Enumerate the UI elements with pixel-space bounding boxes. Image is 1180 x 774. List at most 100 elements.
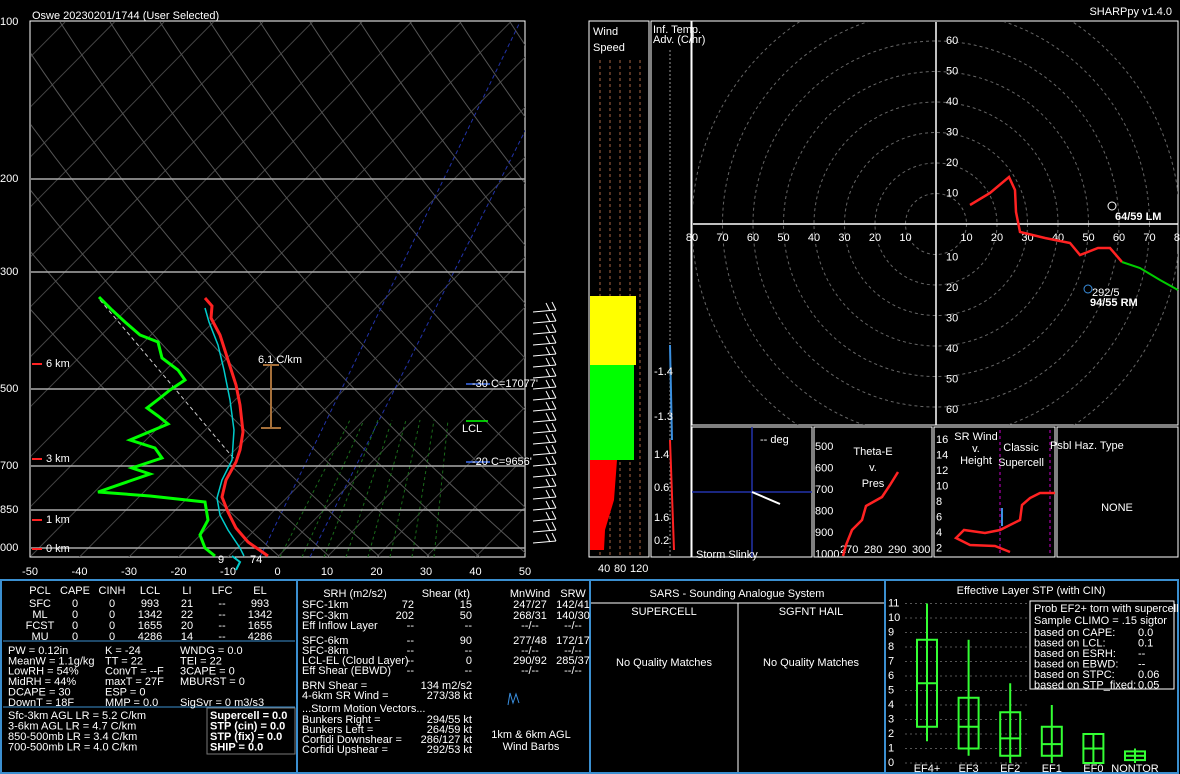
theta-e-frame: [813, 426, 933, 558]
sr-wind-title: Height: [960, 455, 992, 467]
adv-value: 0.2: [654, 535, 669, 547]
wind-barb: [551, 444, 557, 454]
lapse-rate: Sfc-3km AGL LR = 5.2 C/km: [8, 710, 146, 722]
stp-legend-label: based on ESRH:: [1034, 648, 1116, 660]
isotherm-blue: [259, 22, 521, 557]
temp-label: -40: [72, 566, 88, 578]
isotherm: [31, 22, 462, 457]
level-label: -20 C=9656': [472, 456, 532, 468]
wind-barb: [551, 422, 557, 432]
kin-cell: --: [407, 655, 415, 667]
kin-cell: LCL-EL (Cloud Layer): [302, 655, 409, 667]
index: SigSvr = 0 m3/s3: [180, 697, 264, 709]
parcel-cell: 1655: [248, 620, 272, 632]
sfc-dewpoint: 9: [218, 554, 224, 566]
parcel-cell: 20: [181, 620, 193, 632]
dry-adiabat: [31, 309, 281, 557]
sfc-temp: 74: [250, 554, 262, 566]
stp-box: [957, 696, 980, 750]
composite-index: STP (cin) = 0.0: [210, 720, 285, 732]
index: maxT = 27F: [105, 676, 164, 688]
wind-barb: [532, 364, 557, 368]
temp-label: 30: [420, 566, 432, 578]
kin-cell: 290/92: [513, 655, 547, 667]
wind-barb: [532, 496, 557, 500]
hodo-label: 20: [869, 232, 881, 244]
sr-height: 12: [936, 465, 948, 477]
temp-adv-title: Inf. Temp.: [653, 24, 701, 36]
wind-barb: [532, 540, 557, 544]
stp-tick: 6: [888, 670, 894, 682]
hodo-label: 30: [838, 232, 850, 244]
stp-legend-value: --: [1138, 658, 1146, 670]
theta-e-title: Theta-E: [853, 446, 892, 458]
stp-title: Effective Layer STP (with CIN): [957, 585, 1106, 597]
kin-cell: --/--: [564, 620, 582, 632]
temp-label: -50: [22, 566, 38, 578]
stp-tick: 9: [888, 626, 894, 638]
kin-cell: 268/31: [513, 610, 547, 622]
wind-barb: [532, 342, 557, 346]
wind-barb: [532, 375, 557, 379]
wind-barb: [551, 521, 557, 531]
hodo-label: 40: [808, 232, 820, 244]
wind-barb: [551, 400, 557, 410]
adv-value: -1.4: [654, 366, 673, 378]
index: TEI = 22: [180, 655, 222, 667]
index: K = -24: [105, 645, 141, 657]
kin-cell: 15: [460, 599, 472, 611]
isotherm: [31, 22, 363, 357]
right-mover: 94/55 RM: [1090, 297, 1138, 309]
composite-index: SHIP = 0.0: [210, 741, 263, 753]
parcel-cell: 0: [109, 620, 115, 632]
wind-barb: [545, 489, 551, 499]
isotherm: [31, 22, 511, 507]
hodo-label: 20: [946, 282, 958, 294]
stp-category: EF4+: [914, 763, 941, 774]
isotherm: [277, 306, 525, 557]
index: WNDG = 0.0: [180, 645, 243, 657]
wind-barb: [532, 485, 557, 489]
stp-tick: 10: [888, 612, 900, 624]
mixing-ratio: [367, 419, 407, 557]
kin-cell: 142/41: [556, 599, 590, 611]
wind-speed-title: Speed: [593, 42, 625, 54]
lapse-rate: 3-6km AGL LR = 4.7 C/km: [8, 720, 136, 732]
dry-adiabat: [159, 22, 525, 461]
sr-height: 8: [936, 496, 942, 508]
kin-cell: 202: [396, 610, 414, 622]
wind-barb: [545, 346, 551, 356]
wind-barb: [551, 433, 557, 443]
lcl-label: LCL: [462, 423, 482, 435]
adv-value: 0.6: [654, 482, 669, 494]
wind-barb: [551, 312, 557, 322]
parcel-cell: 1342: [248, 609, 272, 621]
stp-tick: 4: [888, 699, 894, 711]
index: ConvT = --F: [105, 666, 164, 678]
composite-box: [206, 707, 296, 755]
wind-barb: [532, 419, 557, 423]
sars-header: SGFNT HAIL: [779, 606, 844, 618]
hodo-label: 50: [946, 373, 958, 385]
speed-bar: [590, 296, 636, 365]
isotherm: [822, 22, 1180, 557]
kin-label: 4-6km SR Wind =: [302, 690, 389, 702]
sars-title: SARS - Sounding Analogue System: [650, 588, 825, 600]
mini-barbs: [507, 692, 520, 706]
index: DCAPE = 30: [8, 687, 71, 699]
barb-note: 1km & 6km AGL: [491, 729, 570, 741]
isotherm: [921, 22, 1180, 557]
hodo-label: 80: [686, 232, 698, 244]
stp-tick: 11: [888, 597, 899, 609]
wind-barb: [551, 499, 557, 509]
sr-profile: [953, 491, 1055, 554]
wind-barb: [545, 478, 551, 488]
sfc-marker: [231, 555, 242, 571]
kin-cell: 0: [466, 655, 472, 667]
wind-speed-frame: [588, 20, 650, 558]
parcel-cell: 993: [141, 598, 159, 610]
isotherm: [376, 406, 525, 557]
wind-barb: [532, 441, 557, 445]
wind-barb: [551, 356, 557, 366]
